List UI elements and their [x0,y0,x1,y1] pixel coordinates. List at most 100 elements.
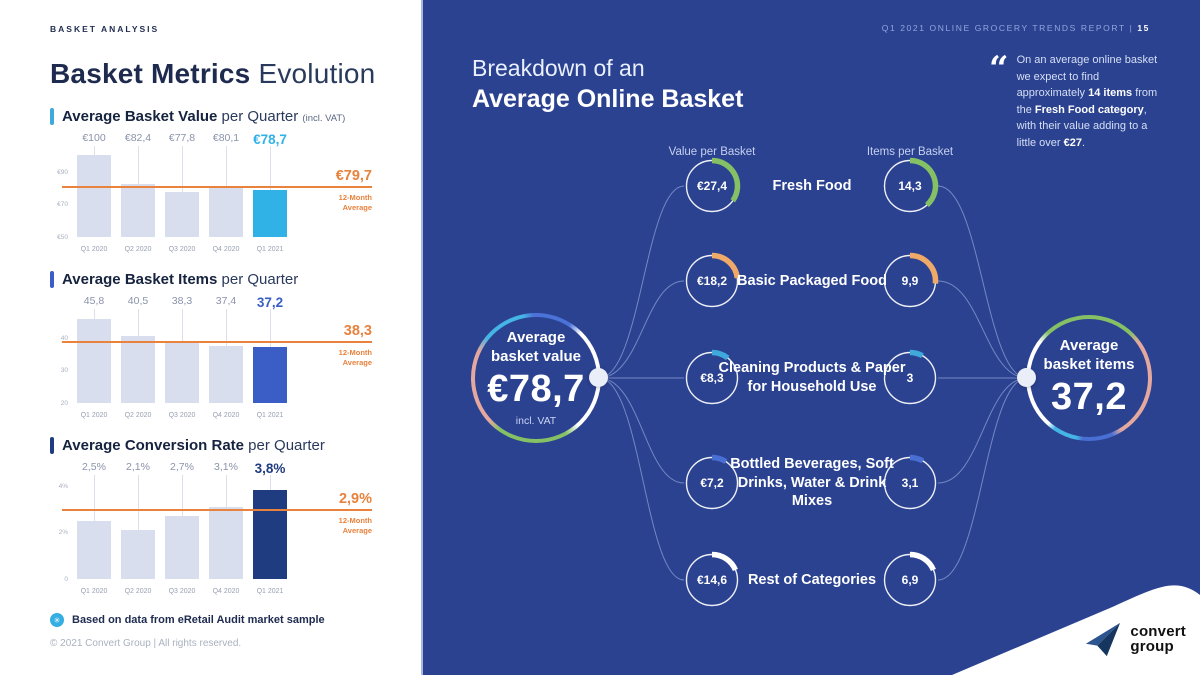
logo-line2: group [1130,638,1174,655]
bar-value-label: €80,1 [212,132,240,144]
bar-value-label: €82,4 [124,132,152,144]
quote-fragment: . [1082,136,1086,149]
leader-line [138,309,139,337]
donut-value: 6,9 [901,573,919,587]
y-axis-tick: €70 [57,201,68,209]
donut-value: €8,3 [700,371,724,385]
bar-q4-2020 [209,506,243,579]
x-axis-label: Q3 2020 [168,412,196,419]
bar-q2-2020 [121,184,155,237]
quote-fragment: from the [1016,87,1158,116]
leader-line [94,146,95,156]
x-axis-label: Q1 2021 [256,412,284,419]
quote-fragment: On an average online basket we expect to… [1016,54,1158,99]
donut-items-row-5: 6,9 [881,551,939,609]
bar-q3-2020 [165,191,199,237]
donut-value: €18,2 [696,274,728,288]
bar-value-label: €78,7 [253,132,287,147]
panel-title-line2: Average Online Basket [472,85,744,113]
bar-q3-2020 [165,516,199,579]
bar-value-label: 40,5 [127,295,149,307]
leader-line [182,309,183,344]
bar-value-label: 2,5% [82,461,106,473]
bar-value-label: €100 [82,132,106,144]
donut-ring [883,454,937,510]
y-axis-tick: 0 [64,576,68,583]
chart-title-bold: Average Basket Value [62,108,218,125]
bar-value-label: 2,7% [170,461,194,473]
bar-q1-2020 [77,155,111,237]
donut-ring [685,551,739,607]
bar-q4-2020 [209,346,243,403]
x-axis-label: Q4 2020 [212,246,240,253]
average-caption: 12-Month Average [338,516,372,536]
chart-section-3: Average Conversion Rate per Quarter 4% 2% 0… [50,437,380,595]
average-value-label: 2,9% [338,491,372,508]
donut-value: €14,6 [696,573,728,587]
average-line [62,186,372,189]
average-value-label: €79,7 [335,168,372,185]
chart-section-header: Average Conversion Rate per Quarter [50,437,380,454]
bar-value-label: 37,2 [256,295,284,310]
y-axis-tick: €50 [57,234,68,241]
hero-value-note: incl. VAT [515,415,557,428]
page-title-bold: Basket Metrics [50,58,251,89]
donut-value-row-2: €18,2 [683,252,741,310]
eyebrow-label: BASKET ANALYSIS [50,24,160,34]
category-label-row-5: Rest of Categories [747,571,877,588]
x-axis-label: Q1 2020 [80,246,108,253]
section-accent-bar [50,108,54,125]
chart-section-header: Average Basket Items per Quarter [50,271,380,288]
report-header: Q1 2021 ONLINE GROCERY TRENDS REPORT | 1… [882,23,1150,33]
leader-line [270,475,271,491]
leader-line [182,146,183,192]
donut-value-row-1: €27,4 [683,157,741,215]
bar-value-label: 3,8% [254,461,286,476]
donut-items-row-1: 14,3 [881,157,939,215]
chart-title-bold: Average Basket Items [62,271,218,288]
right-panel: Q1 2021 ONLINE GROCERY TRENDS REPORT | 1… [421,0,1200,675]
left-panel: BASKET ANALYSIS Basket Metrics Evolution… [0,0,421,675]
page-title-rest: Evolution [250,58,376,89]
hero-value-label-1: Average [506,328,566,346]
x-axis-label: Q1 2021 [256,246,284,253]
charts-area: Average Basket Value per Quarter (incl. … [50,108,380,595]
category-label-row-1: Fresh Food [772,177,852,194]
average-caption: 12-Month Average [338,348,372,368]
leader-line [226,475,227,507]
bar-chart: 4% 2% 0 2,5% Q1 2020 2,1% Q2 2020 2,7% Q3 2020 3,… [50,461,372,595]
copyright-text: © 2021 Convert Group | All rights reserv… [50,638,242,649]
footnote: ✳ Based on data from eRetail Audit marke… [50,613,421,627]
chart-section-title: Average Basket Value per Quarter (incl. … [62,108,345,125]
donut-value: €7,2 [700,476,724,490]
bar-q2-2020 [121,336,155,403]
donut-ring [883,551,937,607]
bar-value-label: 38,3 [171,295,193,307]
leader-line [138,475,139,530]
y-axis-tick: 30 [60,367,68,375]
bar-value-label: 2,1% [126,461,150,473]
donut-ring [685,157,741,213]
hero-basket-value: Average basket value €78,7 incl. VAT [471,313,601,443]
leader-line [270,309,271,347]
bar-q2-2020 [121,530,155,579]
donut-value: 3 [906,371,914,385]
panel-title-line1: Breakdown of an [472,55,645,81]
donut-value-row-3: €8,3 [683,349,741,407]
bar-value-label: 37,4 [215,295,237,307]
leader-line [226,146,227,188]
y-axis-tick: 2% [58,529,68,537]
page-title: Basket Metrics Evolution [50,58,421,90]
y-axis-tick: 4% [58,482,68,490]
average-value-label: 38,3 [343,323,372,340]
donut-ring [685,454,739,510]
hero-items-label-1: Average [1059,336,1119,354]
donut-items-row-4: 3,1 [881,454,939,512]
donut-ring [685,252,741,308]
leader-line [226,309,227,347]
bar-chart: 40 30 20 45,8 Q1 2020 40,5 Q2 2020 38,3 Q3 2020 3… [50,295,372,419]
donut-ring [685,349,739,405]
footnote-text: Based on data from eRetail Audit market … [72,614,325,626]
logo-text: convert group [1130,624,1186,654]
